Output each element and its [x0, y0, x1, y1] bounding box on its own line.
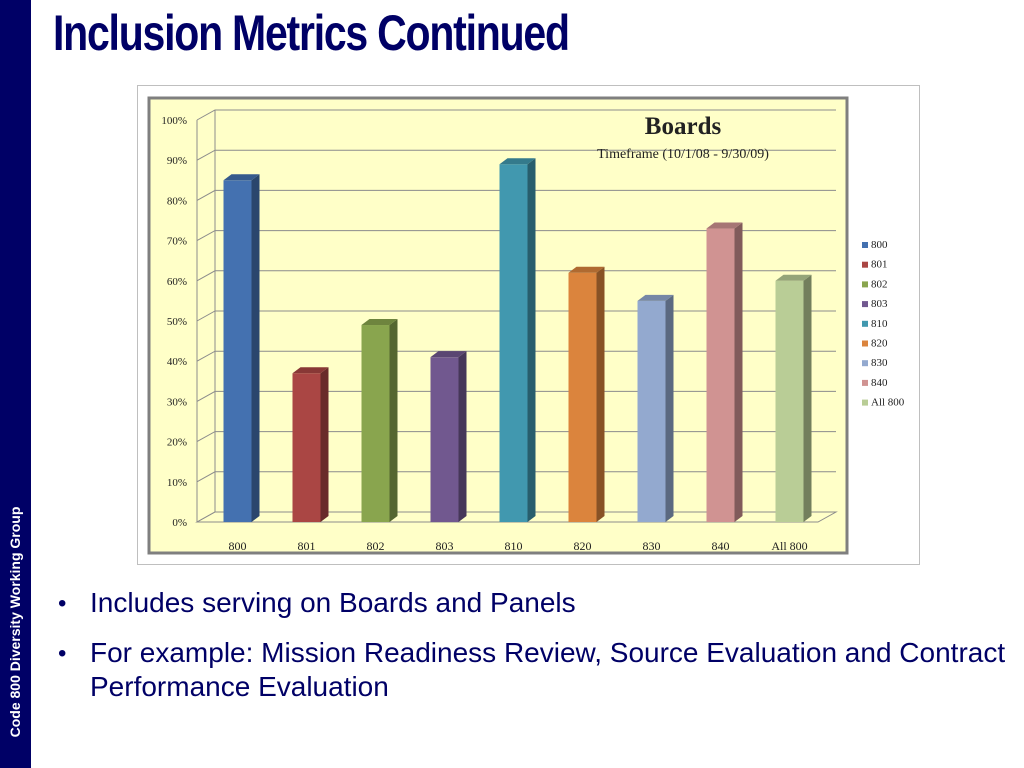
bar-side — [596, 266, 605, 522]
bar-side — [251, 174, 260, 523]
chart-frame: 0% 10% 20% 30% 40% 50% 60% 70% 80% 90% 100% 800 801 8… — [137, 85, 920, 565]
legend-swatch — [862, 340, 868, 347]
boards-chart: 0% 10% 20% 30% 40% 50% 60% 70% 80% 90% 100% 800 801 8… — [147, 96, 905, 555]
bar-top — [499, 158, 536, 165]
bar-top — [430, 351, 467, 358]
legend-label: 800 — [871, 239, 888, 251]
gridline — [196, 431, 836, 443]
bar-side — [665, 294, 674, 522]
bar — [775, 274, 812, 522]
slide-title: Inclusion Metrics Continued — [53, 5, 570, 61]
legend-label: 810 — [871, 318, 888, 330]
x-tick-label: 800 — [229, 539, 247, 553]
bar-top — [775, 274, 812, 281]
legend-label: All 800 — [871, 397, 905, 409]
bullet-item: • Includes serving on Boards and Panels — [58, 586, 1008, 620]
legend-label: 801 — [871, 259, 888, 271]
bar-front — [361, 325, 390, 522]
y-tick-label: 30% — [167, 396, 187, 408]
bar-front — [775, 280, 804, 522]
legend-swatch — [862, 301, 868, 308]
legend-label: 840 — [871, 377, 888, 389]
y-tick-label: 0% — [172, 517, 187, 529]
y-tick-label: 100% — [161, 115, 187, 127]
gridline — [196, 270, 836, 282]
x-tick-label: All 800 — [771, 539, 807, 553]
gridline — [196, 310, 836, 322]
x-tick-label: 802 — [367, 539, 385, 553]
bar — [637, 294, 674, 522]
chart-subtitle: Timeframe (10/1/08 - 9/30/09) — [597, 147, 769, 162]
bullet-list: • Includes serving on Boards and Panels • F… — [58, 586, 1008, 720]
bar-side — [734, 222, 743, 523]
x-tick-label: 840 — [712, 539, 730, 553]
bullet-text: For example: Mission Readiness Review, S… — [90, 637, 1006, 703]
y-tick-label: 10% — [167, 477, 187, 489]
legend-label: 802 — [871, 278, 888, 290]
gridline — [196, 109, 836, 121]
bar-top — [361, 319, 398, 326]
bar — [706, 222, 743, 523]
bar-top — [292, 367, 329, 374]
legend-label: 803 — [871, 298, 888, 310]
bar-front — [637, 300, 666, 522]
x-tick-label: 803 — [436, 539, 454, 553]
y-tick-label: 50% — [167, 316, 187, 328]
bar-side — [458, 351, 467, 522]
legend-label: 830 — [871, 357, 888, 369]
gridline — [196, 189, 836, 201]
side-bar: Code 800 Diversity Working Group — [0, 0, 31, 768]
gridline — [196, 149, 836, 161]
y-tick-label: 80% — [167, 195, 187, 207]
x-tick-label: 820 — [574, 539, 592, 553]
side-label: Code 800 Diversity Working Group — [7, 506, 23, 738]
gridline — [196, 471, 836, 483]
bar — [430, 351, 467, 522]
bar — [361, 319, 398, 522]
bar-top — [223, 174, 260, 181]
x-tick-label: 810 — [505, 539, 523, 553]
bar-front — [223, 180, 252, 523]
legend-swatch — [862, 360, 868, 367]
bar-front — [706, 228, 735, 523]
gridline — [196, 390, 836, 402]
bar-top — [637, 294, 674, 301]
bar — [223, 174, 260, 523]
legend-swatch — [862, 281, 868, 288]
x-tick-label: 801 — [298, 539, 316, 553]
legend-swatch — [862, 242, 868, 248]
gridline — [196, 350, 836, 362]
bar-side — [527, 158, 536, 522]
gridline — [196, 511, 836, 523]
bar-side — [389, 319, 398, 522]
y-tick-label: 40% — [167, 356, 187, 368]
y-tick-label: 70% — [167, 236, 187, 248]
y-tick-label: 20% — [167, 437, 187, 449]
bar-front — [568, 272, 597, 522]
bullet-item: • For example: Mission Readiness Review, … — [58, 636, 1008, 704]
bar — [292, 367, 329, 522]
bullet-dot-icon: • — [58, 590, 67, 617]
bar-side — [803, 274, 812, 522]
bar — [568, 266, 605, 522]
bullet-dot-icon: • — [58, 640, 67, 668]
bar-side — [320, 367, 329, 522]
x-tick-label: 830 — [643, 539, 661, 553]
gridline — [196, 230, 836, 242]
y-tick-label: 60% — [167, 276, 187, 288]
legend-label: 820 — [871, 338, 888, 350]
bar — [499, 158, 536, 522]
bar-front — [292, 373, 321, 522]
bar-front — [430, 357, 459, 522]
chart-title: Boards — [645, 113, 722, 140]
y-tick-label: 90% — [167, 155, 187, 167]
legend-swatch — [862, 320, 868, 327]
bar-top — [706, 222, 743, 229]
legend-swatch — [862, 399, 868, 406]
bullet-text: Includes serving on Boards and Panels — [90, 587, 576, 618]
bar-front — [499, 164, 528, 522]
legend-swatch — [862, 261, 868, 268]
legend-swatch — [862, 379, 868, 386]
bar-top — [568, 266, 605, 273]
